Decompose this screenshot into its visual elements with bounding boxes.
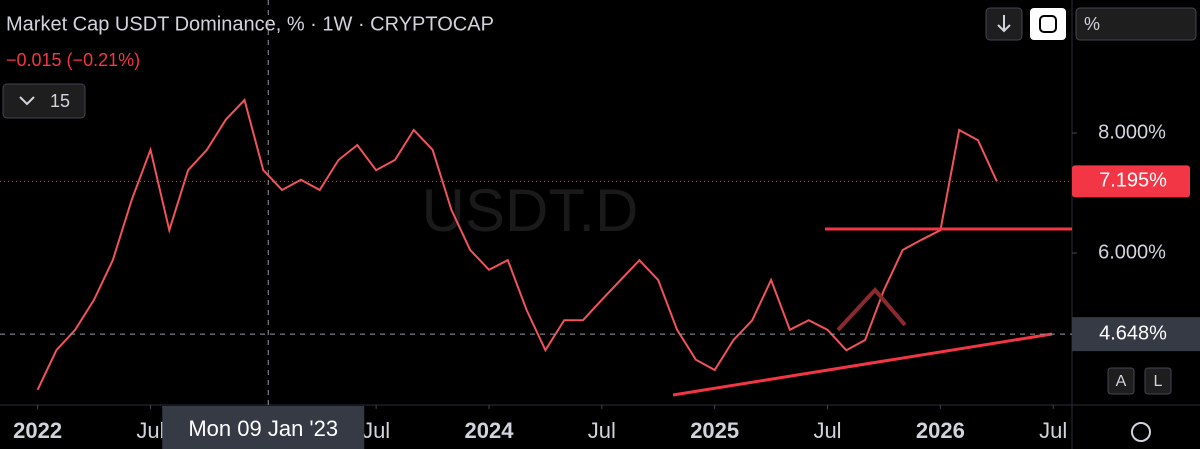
scale-button[interactable]: [1075, 7, 1197, 41]
chevron: [19, 96, 35, 106]
fullscreen-button[interactable]: [1030, 8, 1066, 40]
last-price-label: 7.195%: [1099, 170, 1167, 192]
indicator-count: 15: [50, 91, 70, 111]
x-tick-label: 2025: [690, 418, 739, 443]
plot-area: 6.000% 8.000% 2022 Jul Jul 2024 Jul 2025 Jul 2026…: [13, 98, 1166, 443]
change: −0.015 (−0.21%): [6, 50, 140, 70]
log-button[interactable]: [1144, 367, 1172, 395]
last-price-box: [1072, 165, 1190, 198]
x-tick-label: Jul: [362, 418, 390, 443]
crosshair-y-box: [1072, 317, 1200, 352]
x-tick-label: Jul: [588, 418, 616, 443]
settings-icon[interactable]: [1131, 422, 1151, 442]
x-tick-label: 2022: [13, 418, 62, 443]
y-tick-label: 6.000%: [1098, 241, 1166, 263]
chart-title: Market Cap USDT Dominance, % · 1W · CRYP…: [6, 13, 494, 35]
auto-label: A: [1116, 373, 1127, 390]
watermark: USDT.D: [422, 177, 639, 244]
crosshair-x-label: Mon 09 Jan '23: [188, 416, 338, 441]
crosshair-y-label: 4.648%: [1099, 322, 1167, 344]
indicators-toggle[interactable]: [2, 83, 86, 119]
drawn-trendline: [672, 332, 1053, 397]
y-tick-label: 8.000%: [1098, 121, 1166, 143]
x-tick-label: Jul: [813, 418, 841, 443]
x-tick-label: 2024: [465, 418, 515, 443]
drawn-arrow: [836, 286, 907, 332]
log-label: L: [1154, 373, 1163, 390]
x-tick-label: Jul: [1039, 418, 1067, 443]
auto-button[interactable]: [1107, 367, 1135, 395]
price-line: [36, 98, 998, 391]
download-icon: [997, 15, 1011, 33]
x-tick-label: 2026: [916, 418, 965, 443]
crosshair-x-box: [162, 406, 365, 449]
x-tick-label: Jul: [136, 418, 164, 443]
fullscreen-icon: [1039, 15, 1057, 33]
scale-label: %: [1084, 14, 1100, 34]
